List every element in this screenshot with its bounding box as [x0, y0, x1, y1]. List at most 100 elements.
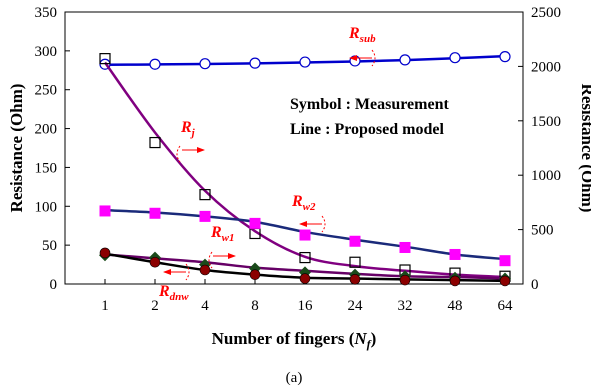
- measured-point-R_dnw: [499, 275, 511, 287]
- annotation-label: Rdnw: [158, 283, 189, 303]
- annotation-sub: w1: [222, 232, 235, 244]
- annotation-main: R: [180, 119, 192, 136]
- series-R_sub: [99, 51, 511, 70]
- measured-point-R_sub: [149, 58, 161, 70]
- x-tick-label: 48: [448, 298, 463, 314]
- measured-point-R_sub: [249, 57, 261, 69]
- y-right-tick-label: 0: [531, 277, 539, 293]
- series-layer: [99, 51, 511, 287]
- measured-point-R_dnw: [449, 275, 461, 287]
- measured-point-R_w2: [299, 229, 311, 241]
- series-R_w2: [99, 205, 511, 267]
- x-axis-title-end: ): [371, 329, 377, 348]
- measured-point-R_dnw: [199, 264, 211, 276]
- right-axis-ticks: 0 500 1000 1500 2000 2500: [518, 5, 561, 293]
- annotation-main: R: [210, 224, 222, 241]
- y-left-tick-label: 350: [35, 5, 58, 21]
- annotation-label: Rw1: [210, 224, 235, 244]
- y-left-tick-label: 250: [35, 83, 58, 99]
- measured-point-R_dnw: [149, 256, 161, 268]
- measured-point-R_j: [349, 256, 361, 268]
- measured-point-R_w2: [199, 210, 211, 222]
- annotation-arc: [176, 145, 181, 163]
- model-line-R_j: [103, 61, 506, 279]
- annotation-sub: j: [190, 127, 196, 139]
- y-axis-right-title: Resistance (Ohm): [578, 84, 591, 213]
- annotation-arc: [208, 251, 213, 269]
- annotation-main: R: [291, 193, 303, 210]
- y-left-tick-label: 150: [35, 160, 58, 176]
- measured-point-R_sub: [399, 54, 411, 66]
- annotation-main: R: [348, 25, 360, 42]
- measured-point-R_sub: [199, 58, 211, 70]
- y-left-tick-label: 100: [35, 199, 58, 215]
- measured-point-R_sub: [349, 55, 361, 67]
- measured-point-R_j: [99, 53, 111, 65]
- series-R_j: [99, 53, 511, 282]
- measured-point-R_dnw: [299, 273, 311, 284]
- x-tick-label: 1: [101, 298, 109, 314]
- y-left-tick-label: 0: [50, 277, 58, 293]
- measured-point-R_sub: [499, 51, 511, 63]
- measured-point-R_w2: [249, 217, 261, 229]
- y-right-tick-label: 1000: [531, 168, 561, 184]
- measured-point-R_dnw: [349, 274, 361, 285]
- annotation-label: Rw2: [291, 193, 316, 213]
- measured-point-R_sub: [299, 56, 311, 68]
- measured-point-R_w2: [349, 235, 361, 247]
- annotation-R_w2: Rw2: [291, 193, 326, 233]
- annotation-R_w1: Rw1: [208, 224, 236, 269]
- measured-point-R_j: [199, 189, 211, 201]
- x-tick-label: 64: [498, 298, 514, 314]
- y-right-tick-label: 500: [531, 223, 554, 239]
- figure-caption: (a): [286, 370, 303, 386]
- measured-point-R_j: [149, 136, 161, 149]
- measured-point-R_j: [299, 251, 311, 264]
- x-tick-label: 4: [201, 298, 209, 314]
- annotation-arc: [371, 49, 376, 67]
- measured-point-R_w2: [499, 255, 511, 267]
- annotation-R_sub: Rsub: [348, 25, 376, 67]
- annotation-arc: [321, 215, 326, 233]
- x-axis-title-var: N: [353, 329, 367, 348]
- y-left-tick-label: 50: [42, 238, 57, 254]
- y-right-tick-label: 1500: [531, 114, 561, 130]
- x-tick-label: 32: [398, 298, 413, 314]
- measured-point-R_dnw: [399, 274, 411, 286]
- legend-line-1: Symbol : Measurement: [290, 96, 449, 113]
- y-right-tick-label: 2500: [531, 5, 561, 21]
- annotation-R_j: Rj: [176, 119, 205, 163]
- annotation-label: Rj: [180, 119, 196, 139]
- series-R_dnw: [99, 247, 511, 287]
- measured-point-R_w2: [399, 241, 411, 253]
- x-tick-label: 16: [298, 298, 314, 314]
- annotation-sub: sub: [359, 33, 376, 45]
- measured-point-R_dnw: [249, 269, 261, 280]
- x-axis-title-sub: f: [367, 337, 372, 351]
- measured-point-R_sub: [449, 52, 461, 64]
- measured-point-R_w2: [449, 248, 461, 260]
- y-left-tick-label: 200: [35, 122, 58, 138]
- annotation-label: Rsub: [348, 25, 376, 45]
- annotation-arc: [185, 263, 190, 281]
- measured-point-R_w2: [149, 207, 161, 219]
- y-axis-left-title: Resistance (Ohm): [7, 84, 26, 213]
- plot-frame: [64, 11, 524, 285]
- annotation-sub: w2: [303, 201, 316, 213]
- x-tick-label: 8: [251, 298, 259, 314]
- legend-line-2: Line : Proposed model: [290, 121, 444, 138]
- measured-point-R_w2: [99, 205, 111, 217]
- x-tick-label: 24: [348, 298, 364, 314]
- y-left-tick-label: 300: [35, 44, 58, 60]
- x-axis-title-text: Number of fingers (: [212, 329, 355, 348]
- x-axis-title: Number of fingers (Nf): [212, 329, 377, 351]
- y-right-tick-label: 2000: [531, 59, 561, 75]
- measured-point-R_dnw: [99, 247, 111, 259]
- annotation-main: R: [158, 283, 170, 300]
- left-axis-ticks: 0 50 100 150 200 250 300 350: [35, 5, 70, 293]
- x-tick-label: 2: [151, 298, 159, 314]
- annotation-sub: dnw: [170, 291, 190, 303]
- annotation-R_dnw: Rdnw: [158, 263, 190, 303]
